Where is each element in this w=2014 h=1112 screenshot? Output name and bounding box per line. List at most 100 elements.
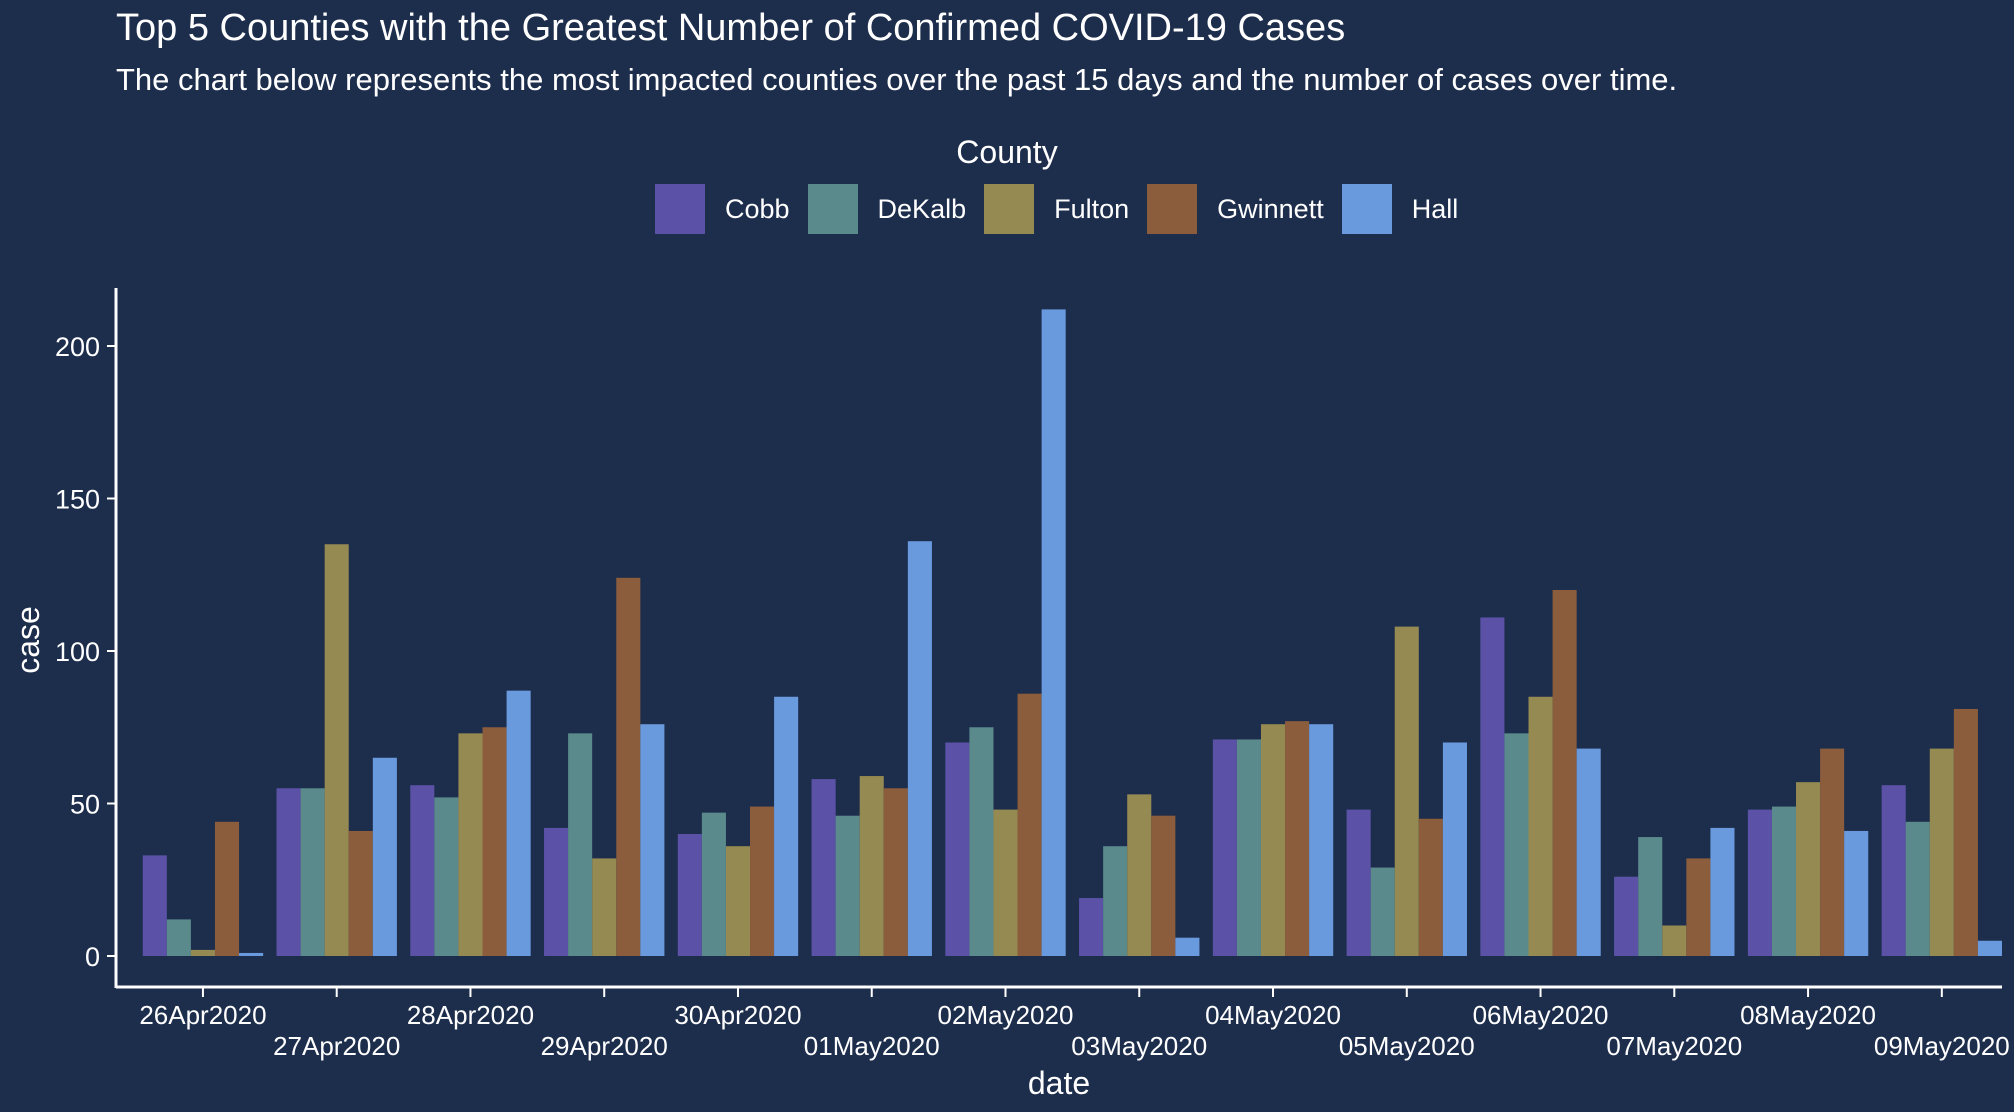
bar-fulton-01May2020: [859, 776, 884, 956]
bar-dekalb-29Apr2020: [568, 733, 593, 956]
bar-dekalb-04May2020: [1236, 739, 1261, 956]
bar-dekalb-30Apr2020: [701, 812, 726, 956]
bar-cobb-26Apr2020: [142, 855, 167, 956]
bar-cobb-30Apr2020: [677, 834, 702, 956]
x-tick-label: 30Apr2020: [674, 1000, 801, 1030]
legend-swatch: [807, 184, 858, 234]
bar-cobb-28Apr2020: [410, 785, 435, 956]
bar-cobb-03May2020: [1079, 898, 1104, 956]
y-tick-label: 150: [55, 485, 100, 515]
bar-hall-29Apr2020: [640, 724, 665, 956]
bar-cobb-27Apr2020: [276, 788, 301, 956]
bar-cobb-09May2020: [1881, 785, 1906, 956]
x-tick-label: 08May2020: [1740, 1000, 1876, 1030]
legend-swatch: [984, 184, 1035, 234]
bar-hall-28Apr2020: [506, 690, 531, 956]
bar-gwinnett-01May2020: [883, 788, 908, 956]
y-tick-label: 50: [70, 790, 100, 820]
bar-gwinnett-03May2020: [1151, 815, 1176, 956]
bar-gwinnett-08May2020: [1820, 748, 1845, 956]
bar-gwinnett-28Apr2020: [482, 727, 507, 956]
legend-label: Hall: [1411, 193, 1459, 224]
bar-gwinnett-04May2020: [1285, 721, 1310, 956]
bar-fulton-27Apr2020: [324, 544, 349, 956]
bar-fulton-28Apr2020: [458, 733, 483, 956]
bar-dekalb-08May2020: [1771, 806, 1797, 956]
chart-title: Top 5 Counties with the Greatest Number …: [116, 7, 1346, 49]
legend-item-fulton: Fulton: [984, 184, 1129, 234]
bar-cobb-29Apr2020: [544, 827, 569, 956]
bar-dekalb-26Apr2020: [166, 919, 191, 956]
bar-cobb-07May2020: [1614, 876, 1639, 956]
bar-hall-30Apr2020: [774, 696, 799, 956]
bar-hall-06May2020: [1576, 748, 1601, 956]
bar-cobb-01May2020: [811, 779, 836, 956]
bar-cobb-02May2020: [945, 742, 970, 956]
bar-cobb-06May2020: [1480, 617, 1505, 956]
bar-dekalb-03May2020: [1103, 846, 1128, 956]
bar-fulton-05May2020: [1394, 626, 1419, 956]
x-tick-label: 27Apr2020: [273, 1031, 400, 1061]
legend-item-hall: Hall: [1341, 184, 1459, 234]
bar-dekalb-01May2020: [835, 815, 860, 956]
bar-cobb-05May2020: [1346, 809, 1371, 956]
bar-gwinnett-05May2020: [1418, 818, 1443, 956]
legend-item-gwinnett: Gwinnett: [1147, 184, 1324, 234]
bar-gwinnett-30Apr2020: [750, 806, 775, 956]
y-tick-label: 100: [55, 637, 100, 667]
chart-subtitle: The chart below represents the most impa…: [116, 62, 1678, 97]
x-tick-label: 28Apr2020: [407, 1000, 534, 1030]
bar-fulton-02May2020: [993, 809, 1018, 956]
bar-gwinnett-29Apr2020: [616, 577, 641, 956]
x-tick-label: 07May2020: [1606, 1031, 1742, 1061]
bar-hall-01May2020: [907, 541, 932, 956]
legend-title: County: [956, 134, 1058, 170]
bar-fulton-04May2020: [1260, 724, 1286, 956]
y-axis-title: case: [10, 606, 46, 674]
bar-fulton-06May2020: [1528, 696, 1553, 956]
bar-gwinnett-07May2020: [1686, 858, 1711, 956]
legend-swatch: [655, 184, 705, 234]
bar-hall-09May2020: [1977, 940, 2002, 956]
bar-hall-02May2020: [1041, 309, 1066, 956]
legend-label: Cobb: [725, 193, 790, 224]
y-tick-label: 200: [55, 332, 100, 362]
bar-fulton-30Apr2020: [725, 846, 751, 956]
bar-hall-07May2020: [1710, 827, 1735, 956]
bar-hall-05May2020: [1442, 742, 1467, 956]
legend-item-dekalb: DeKalb: [807, 184, 967, 234]
bar-hall-08May2020: [1844, 830, 1869, 956]
bar-dekalb-06May2020: [1504, 733, 1529, 956]
bar-fulton-03May2020: [1127, 794, 1152, 956]
bar-cobb-04May2020: [1212, 739, 1237, 956]
x-axis-title: date: [1028, 1065, 1090, 1101]
bar-fulton-07May2020: [1662, 925, 1687, 956]
legend-label: DeKalb: [877, 193, 967, 224]
legend-swatch: [1147, 184, 1198, 234]
bar-gwinnett-06May2020: [1552, 590, 1577, 956]
x-tick-label: 02May2020: [938, 1000, 1074, 1030]
bar-fulton-09May2020: [1929, 748, 1954, 956]
x-tick-label: 04May2020: [1205, 1000, 1341, 1030]
bar-gwinnett-09May2020: [1953, 708, 1978, 956]
legend: Cobb DeKalb Fulton Gwinnett Hall: [655, 184, 1476, 234]
x-tick-label: 05May2020: [1339, 1031, 1475, 1061]
bar-cobb-08May2020: [1747, 809, 1772, 956]
bar-hall-04May2020: [1309, 724, 1334, 956]
bar-dekalb-27Apr2020: [300, 788, 325, 956]
legend-label: Gwinnett: [1217, 193, 1324, 224]
bar-dekalb-02May2020: [969, 727, 994, 956]
bar-dekalb-28Apr2020: [434, 797, 459, 956]
bar-dekalb-09May2020: [1905, 821, 1930, 956]
bar-hall-27Apr2020: [372, 757, 397, 956]
bar-fulton-08May2020: [1796, 782, 1821, 956]
x-tick-label: 29Apr2020: [541, 1031, 668, 1061]
legend-item-cobb: Cobb: [655, 184, 790, 234]
bar-hall-26Apr2020: [239, 952, 264, 956]
bar-dekalb-05May2020: [1370, 867, 1395, 956]
bar-gwinnett-26Apr2020: [214, 821, 240, 956]
x-tick-label: 26Apr2020: [139, 1000, 266, 1030]
bar-dekalb-07May2020: [1638, 837, 1663, 956]
x-tick-label: 06May2020: [1473, 1000, 1609, 1030]
